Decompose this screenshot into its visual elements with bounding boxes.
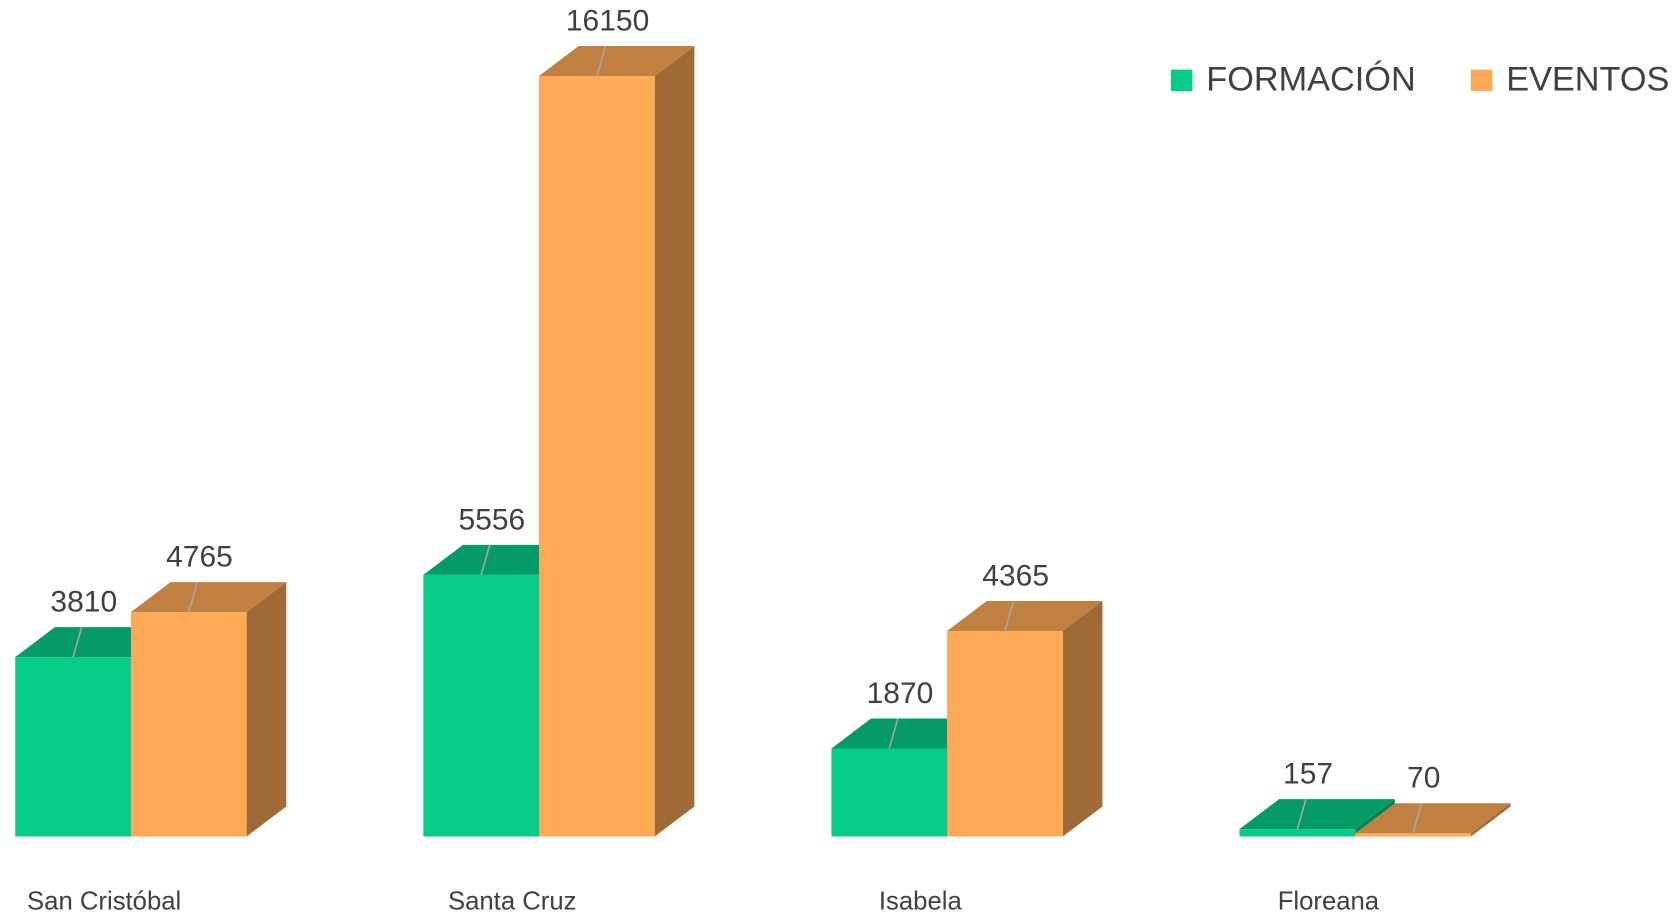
x-tick-label: Isabela — [879, 888, 963, 916]
bar-face — [130, 612, 247, 837]
x-tick-label: San Cristóbal — [27, 888, 181, 916]
bar — [130, 582, 287, 837]
value-label: 157 — [1283, 757, 1333, 790]
bar-face — [15, 657, 131, 837]
bar-face — [423, 574, 540, 837]
x-tick-label: Santa Cruz — [448, 888, 577, 916]
bar-face — [947, 630, 1063, 837]
bar-face — [831, 748, 948, 837]
bar-face — [1470, 803, 1511, 837]
bar-face — [1239, 799, 1395, 830]
bar-face — [130, 582, 287, 613]
leader-line — [1412, 803, 1423, 834]
x-tick-label: Floreana — [1278, 888, 1380, 916]
bar-face — [539, 76, 655, 837]
leader-line — [188, 581, 199, 613]
bar-face — [1062, 600, 1103, 837]
leader-line — [1296, 798, 1307, 830]
bar-face — [246, 582, 287, 837]
leader-line — [480, 544, 491, 576]
bar — [947, 600, 1103, 837]
bar-face — [1355, 833, 1471, 837]
legend-swatch — [1170, 69, 1193, 92]
legend-swatch — [1470, 69, 1493, 92]
value-label: 5556 — [459, 503, 526, 536]
bar-face — [1239, 829, 1356, 837]
leader-line — [72, 626, 83, 658]
legend-label: EVENTOS — [1506, 60, 1669, 98]
bar-face — [1355, 803, 1511, 834]
bar — [539, 46, 695, 837]
legend-label: FORMACIÓN — [1206, 59, 1415, 98]
bar-face — [947, 600, 1103, 631]
value-label: 4765 — [166, 541, 233, 574]
bar-face — [654, 46, 695, 837]
bar — [1355, 803, 1511, 837]
value-label: 4365 — [982, 559, 1049, 592]
leader-line — [888, 718, 899, 749]
bar-face — [539, 46, 695, 77]
value-label: 16150 — [566, 4, 649, 37]
value-label: 70 — [1407, 762, 1440, 795]
leader-line — [596, 45, 607, 77]
value-label: 1870 — [867, 677, 934, 710]
leader-line — [1004, 600, 1015, 632]
value-label: 3810 — [50, 585, 117, 618]
